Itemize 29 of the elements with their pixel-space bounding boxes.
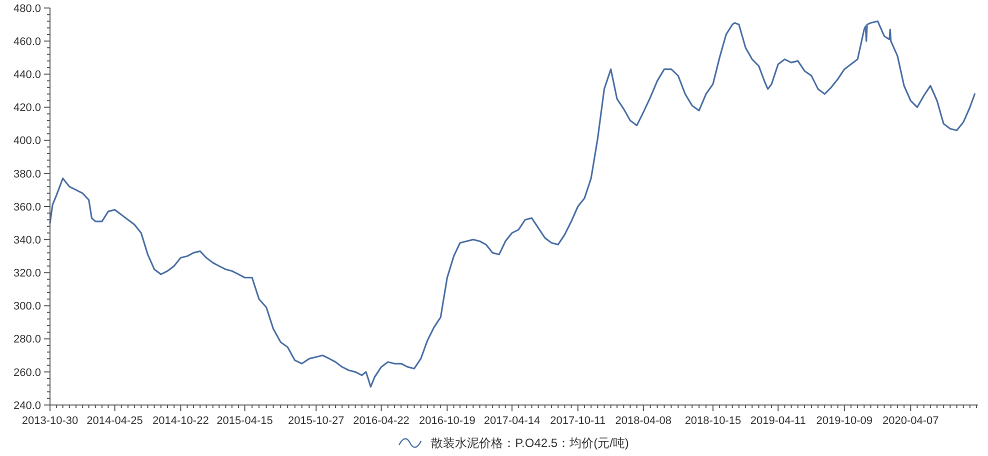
y-tick-label: 260.0 [13,366,41,379]
line-series [49,20,976,388]
y-tick-label: 280.0 [13,334,41,346]
y-tick-label: 380.0 [13,168,41,180]
x-tick-label: 2013-10-30 [22,415,78,427]
x-tick-label: 2014-10-22 [152,415,209,427]
x-tick-label: 2015-04-15 [216,415,273,427]
x-tick-label: 2020-04-07 [882,415,939,427]
x-tick-label: 2016-10-19 [419,415,476,427]
x-tick-label: 2014-04-25 [86,415,143,427]
x-tick-label: 2018-10-15 [684,415,742,427]
x-tick-label: 2018-04-08 [615,415,672,427]
x-tick-label: 2017-04-14 [484,415,540,427]
y-tick-label: 420.0 [13,102,41,114]
y-tick-label: 440.0 [13,69,41,82]
y-tick-label: 400.0 [13,135,41,148]
y-tick-label: 240.0 [13,400,41,412]
x-tick-label: 2015-10-27 [288,415,344,427]
x-tick-label: 2017-10-11 [550,415,606,427]
y-tick-label: 460.0 [13,36,41,48]
x-tick-label: 2019-04-11 [750,415,806,427]
y-tick-label: 320.0 [13,268,41,280]
y-tick-label: 480.0 [13,2,41,15]
y-tick-label: 340.0 [13,234,41,246]
legend-label: 散装水泥价格：P.O42.5：均价(元/吨) [431,436,629,450]
x-tick-label: 2016-04-22 [353,415,410,427]
y-tick-label: 360.0 [13,201,41,214]
y-tick-label: 300.0 [13,300,41,313]
x-tick-label: 2019-10-09 [816,415,873,427]
